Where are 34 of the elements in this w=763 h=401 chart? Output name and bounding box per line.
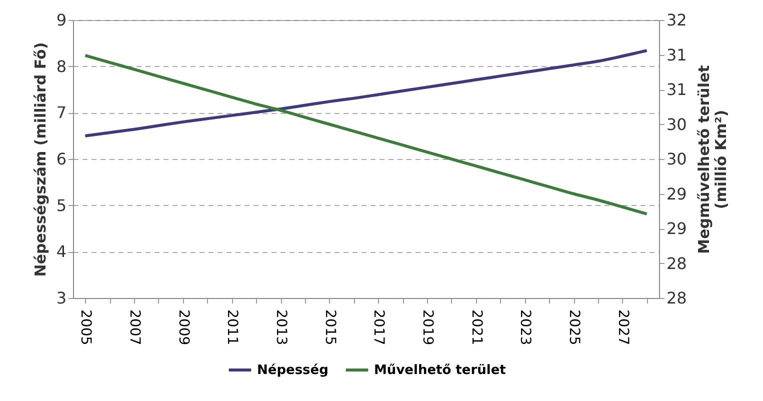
y-tick-label: 9 <box>56 10 66 30</box>
y-tick-label: 4 <box>56 242 66 262</box>
x-tick-label: 2007 <box>126 310 143 346</box>
y2-tick-label: 29 <box>666 219 687 238</box>
y2-tick-label: 32 <box>666 10 687 30</box>
x-tick-label: 2023 <box>517 310 534 346</box>
y-axis-title: Népességszám (milliárd Fő) <box>31 42 50 277</box>
x-tick-label: 2025 <box>566 310 582 346</box>
y-tick-label: 6 <box>56 150 66 168</box>
y2-tick-label: 29 <box>666 184 687 204</box>
y2-axis-title: Megművelhető terület (millió Km²) <box>694 65 730 254</box>
x-tick-label: 2013 <box>273 310 290 346</box>
y2-tick-label: 31 <box>666 80 687 99</box>
y-tick-label: 3 <box>56 288 66 308</box>
legend-label: Művelhető terület <box>374 363 506 378</box>
y2-tick-label: 30 <box>666 114 687 134</box>
x-tick-label: 2015 <box>322 310 338 346</box>
y2-tick-label: 28 <box>666 288 687 308</box>
line-series <box>84 54 648 216</box>
x-tick-label: 2017 <box>370 310 387 346</box>
y-tick-label: 8 <box>56 56 66 76</box>
y2-tick-label: 30 <box>666 150 687 168</box>
y-tick-label: 7 <box>56 103 66 122</box>
x-tick-label: 2011 <box>224 310 240 346</box>
line-series <box>84 49 648 138</box>
x-tick-label: 2009 <box>175 310 192 346</box>
y2-tick-label: 31 <box>666 45 687 64</box>
x-tick-label: 2005 <box>78 310 94 346</box>
legend-label: Népesség <box>257 363 328 378</box>
x-tick-label: 2027 <box>614 310 631 346</box>
x-tick-label: 2019 <box>420 310 436 346</box>
y-tick-label: 5 <box>56 196 66 215</box>
y2-tick-label: 28 <box>666 254 687 273</box>
x-tick-label: 2021 <box>468 310 484 346</box>
